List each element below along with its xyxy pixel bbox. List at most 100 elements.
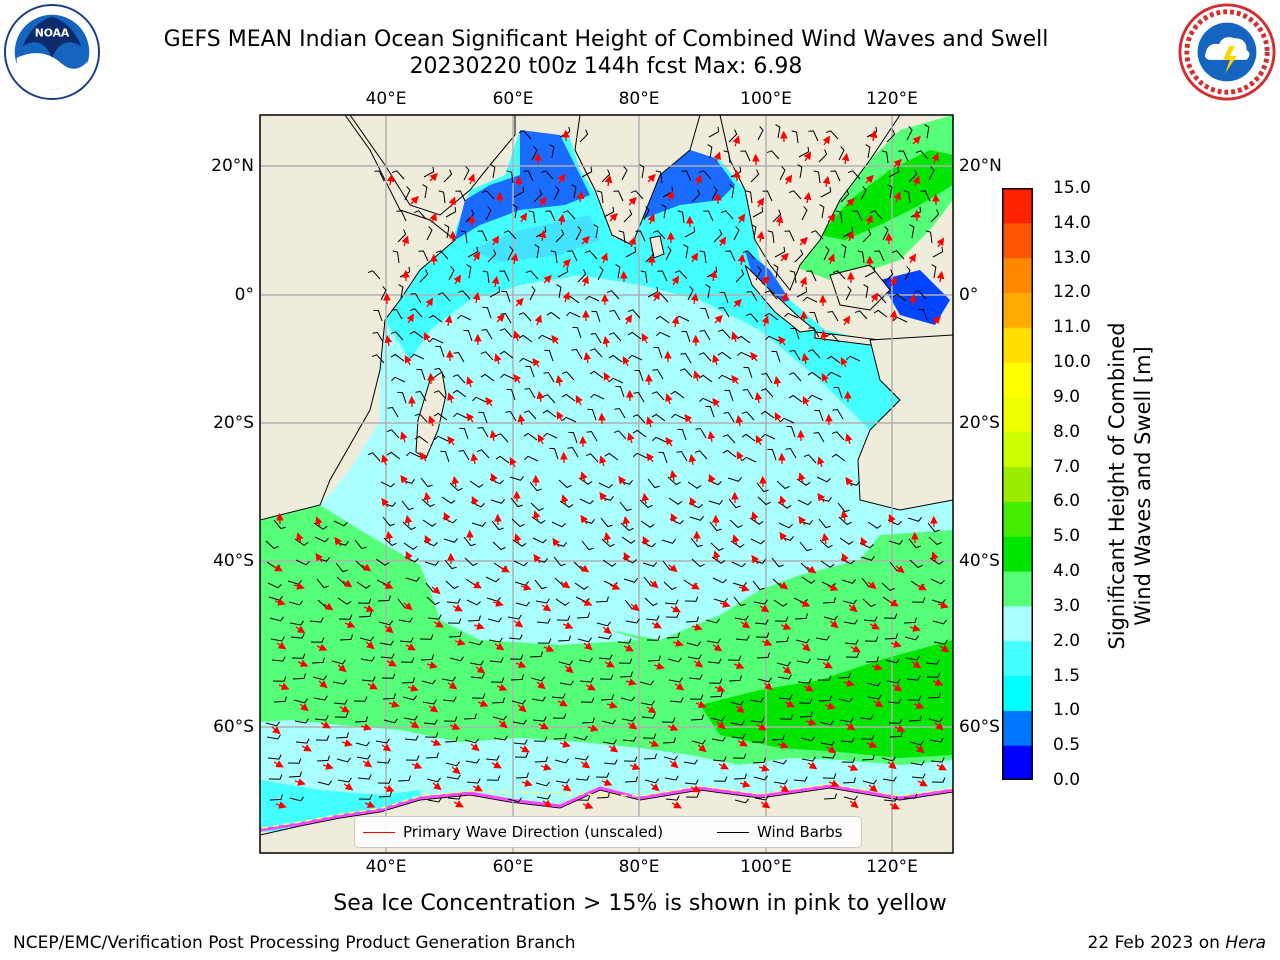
wind-barb (294, 718, 309, 724)
wind-barb (652, 368, 664, 380)
wind-barb (515, 601, 530, 607)
colorbar-segment (1002, 501, 1033, 537)
colorbar-tick-label: 10.0 (1053, 352, 1091, 373)
wind-barb (555, 229, 565, 243)
colorbar-tick-label: 3.0 (1053, 595, 1081, 616)
wind-barb (685, 792, 700, 798)
wind-barb (567, 250, 578, 262)
wind-barb (930, 578, 945, 585)
wave-direction-arrow (405, 643, 416, 651)
wind-barb (478, 411, 488, 424)
wave-direction-arrow (447, 681, 458, 690)
wind-barb (524, 455, 539, 462)
wind-barb (335, 562, 348, 573)
gulf-low-wave-zone (455, 130, 590, 240)
wind-barb (291, 653, 306, 659)
wave-direction-arrow (467, 173, 475, 185)
wind-barb (775, 636, 789, 643)
wind-barb (580, 697, 595, 703)
top-tick-120e: 120°E (866, 89, 918, 109)
wave-direction-arrow (443, 511, 451, 523)
wind-barb (463, 329, 473, 342)
wind-barb (753, 599, 768, 605)
wind-barb (788, 394, 803, 403)
wind-barb (751, 224, 757, 239)
wind-barb (382, 693, 396, 700)
wind-barb (651, 391, 665, 401)
wind-barb (761, 372, 773, 384)
wind-barb (908, 715, 922, 722)
wind-barb (553, 733, 567, 740)
south-china-sea-peak-zone (820, 150, 953, 240)
wind-barb (590, 332, 602, 344)
wind-barb (926, 672, 941, 678)
wind-barb (585, 453, 599, 463)
colorbar-segment (1002, 362, 1033, 398)
wind-barb (762, 190, 773, 202)
wind-barb (779, 714, 794, 720)
wave-direction-arrow (937, 601, 949, 609)
wave-direction-arrow (513, 330, 521, 342)
wave-direction-arrow (669, 760, 679, 769)
wind-barb (713, 776, 728, 782)
wind-barb (523, 410, 537, 420)
wind-barb (717, 351, 732, 360)
wave-direction-arrow (582, 801, 594, 809)
wind-barb (723, 411, 735, 423)
wind-barb (387, 406, 399, 418)
wind-barb (519, 357, 534, 364)
bay-of-bengal-low-wave-zone (640, 150, 735, 220)
wind-barb (772, 209, 782, 223)
wind-barb (703, 210, 714, 222)
wind-barb (353, 696, 368, 702)
wind-barb (840, 189, 850, 203)
wave-direction-arrow (385, 530, 394, 543)
bottom-tick-60e: 60°E (492, 857, 534, 877)
wave-direction-arrow (428, 704, 439, 713)
wind-barb (862, 229, 872, 243)
wind-barb (691, 189, 701, 203)
wave-direction-arrow (799, 599, 811, 607)
wind-barb (587, 408, 597, 421)
wave-direction-arrow (866, 740, 878, 748)
wind-barb (776, 480, 790, 490)
wave-direction-arrow (908, 293, 917, 306)
wind-barb (513, 560, 528, 567)
wind-barb (595, 596, 609, 603)
wave-direction-arrow (609, 212, 618, 222)
wind-barb (831, 431, 845, 441)
wind-barb (414, 435, 429, 444)
wave-direction-arrow (490, 472, 498, 484)
wind-barb (380, 481, 395, 488)
wind-barb (463, 166, 470, 181)
wind-barb (689, 694, 704, 700)
wave-direction-arrow (642, 535, 650, 547)
wind-barb (661, 204, 667, 219)
wind-barb (688, 674, 703, 680)
wave-direction-arrow (622, 515, 631, 528)
wave-direction-arrow (731, 374, 740, 385)
wind-barb (598, 482, 613, 489)
colorbar-segment (1002, 257, 1033, 293)
wind-barb (823, 793, 837, 800)
colorbar-tick-label: 8.0 (1053, 421, 1081, 442)
wind-barb (290, 633, 305, 639)
wave-direction-arrow (494, 353, 502, 365)
wind-barb (489, 657, 504, 663)
wind-barb (621, 536, 636, 544)
wind-barb (267, 754, 282, 760)
wind-barb (801, 206, 808, 221)
wave-direction-arrow (429, 212, 437, 224)
wind-barb (777, 501, 792, 509)
wave-direction-arrow (316, 643, 328, 651)
wind-barb (435, 345, 445, 358)
wave-direction-arrow (533, 553, 542, 564)
wind-barb (413, 210, 427, 220)
wind-barb (794, 613, 808, 620)
wind-barb (445, 580, 459, 590)
wind-barb (749, 517, 764, 525)
wind-barb (904, 635, 919, 641)
wave-direction-arrow (628, 196, 637, 206)
wind-barb (487, 617, 502, 623)
wind-barb (905, 655, 920, 661)
